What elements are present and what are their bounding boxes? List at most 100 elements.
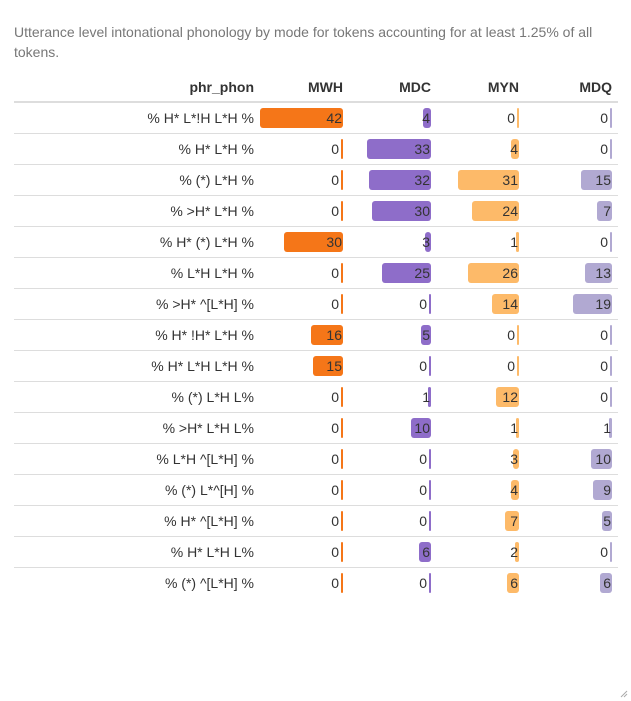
cell-mwh: 0 [260,412,349,444]
cell-mdq: 15 [525,164,618,196]
cell-value: 10 [595,451,611,467]
data-bar [591,449,612,469]
data-bar [260,108,343,128]
cell-mdq: 13 [525,257,618,289]
cell-myn: 26 [437,257,525,289]
row-label: % L*H L*H % [14,257,260,289]
table-body: % H* L*!H L*H % 42 4 0 0% H* L*H % 0 33 4 0% (*)… [14,101,618,598]
data-bar [585,263,612,283]
row-label: % (*) L*^[H] % [14,474,260,506]
cell-value: 15 [326,358,342,374]
cell-mdq: 0 [525,319,618,351]
cell-value: 0 [600,544,608,560]
data-bar [610,139,612,159]
cell-value: 25 [414,265,430,281]
data-bar [341,387,343,407]
cell-value: 0 [331,544,339,560]
data-bar [468,263,519,283]
data-bar [429,573,431,593]
data-bar [593,480,612,500]
cell-mdq: 10 [525,443,618,475]
data-bar [425,232,431,252]
cell-value: 0 [600,110,608,126]
cell-myn: 4 [437,133,525,165]
cell-mdq: 0 [525,350,618,382]
column-header-mdq[interactable]: MDQ [525,72,618,103]
cell-myn: 12 [437,381,525,413]
cell-value: 30 [414,203,430,219]
cell-myn: 14 [437,288,525,320]
cell-myn: 31 [437,164,525,196]
data-bar [610,387,612,407]
table-row: % (*) L*^[H] % 0 0 4 9 [14,474,618,506]
cell-myn: 24 [437,195,525,227]
column-header-mwh[interactable]: MWH [260,72,349,103]
cell-mwh: 0 [260,443,349,475]
data-bar [610,108,612,128]
data-bar [602,511,612,531]
data-bar [472,201,519,221]
cell-mdq: 19 [525,288,618,320]
cell-mdc: 30 [349,195,437,227]
data-bar [429,480,431,500]
table-row: % H* ^[L*H] % 0 0 7 5 [14,505,618,537]
cell-value: 2 [510,544,518,560]
cell-mdc: 0 [349,474,437,506]
cell-value: 9 [603,482,611,498]
cell-myn: 1 [437,226,525,258]
header-row: phr_phon MWH MDC MYN MDQ [14,72,618,103]
data-bar [341,263,343,283]
cell-mdc: 25 [349,257,437,289]
data-bar [341,449,343,469]
cell-value: 0 [419,358,427,374]
data-bar [517,356,519,376]
data-bar [609,418,612,438]
cell-mdq: 0 [525,101,618,134]
row-label: % H* L*!H L*H % [14,101,260,134]
cell-mwh: 0 [260,257,349,289]
column-header-mdc[interactable]: MDC [349,72,437,103]
row-label: % >H* L*H % [14,195,260,227]
column-header-phr-phon[interactable]: phr_phon [14,72,260,103]
cell-mdc: 6 [349,536,437,568]
data-bar [516,418,519,438]
table-caption: Utterance level intonational phonology b… [14,24,593,60]
data-bar [597,201,612,221]
cell-value: 24 [502,203,518,219]
data-bar [496,387,519,407]
table-row: % (*) L*H % 0 32 31 15 [14,164,618,196]
row-label: % (*) L*H % [14,164,260,196]
cell-value: 4 [510,482,518,498]
cell-mwh: 0 [260,505,349,537]
data-bar [313,356,343,376]
cell-mdc: 4 [349,101,437,134]
cell-value: 14 [502,296,518,312]
cell-mdq: 0 [525,381,618,413]
row-label: % (*) L*H L% [14,381,260,413]
cell-value: 32 [414,172,430,188]
data-bar [511,139,519,159]
cell-mdc: 1 [349,381,437,413]
cell-value: 33 [414,141,430,157]
cell-value: 0 [331,203,339,219]
data-bar [382,263,431,283]
cell-value: 0 [600,358,608,374]
cell-mdq: 1 [525,412,618,444]
data-bar [505,511,519,531]
cell-value: 5 [422,327,430,343]
data-bar [311,325,343,345]
column-header-myn[interactable]: MYN [437,72,525,103]
row-label: % H* L*H % [14,133,260,165]
row-label: % H* (*) L*H % [14,226,260,258]
cell-value: 0 [331,513,339,529]
cell-myn: 0 [437,101,525,134]
row-label: % H* L*H L% [14,536,260,568]
cell-value: 6 [510,575,518,591]
data-bar [581,170,612,190]
cell-mdc: 3 [349,226,437,258]
resize-handle-icon[interactable] [620,690,628,698]
cell-value: 4 [510,141,518,157]
data-bar [341,294,343,314]
cell-mwh: 0 [260,288,349,320]
cell-myn: 4 [437,474,525,506]
